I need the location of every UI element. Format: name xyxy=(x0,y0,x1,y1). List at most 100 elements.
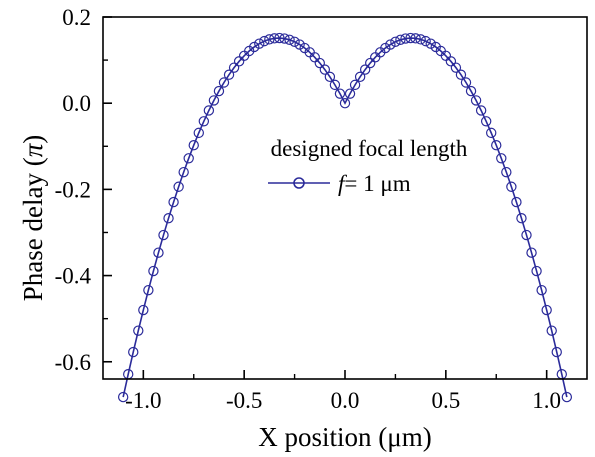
y-tick-label: 0.0 xyxy=(62,91,91,116)
series-point xyxy=(526,247,537,258)
series-point xyxy=(143,284,154,296)
x-tick-label: 0.5 xyxy=(431,388,460,413)
legend-title: designed focal length xyxy=(271,136,468,161)
series-point xyxy=(208,95,220,106)
series-point xyxy=(516,212,527,224)
series-point xyxy=(486,127,497,139)
series-point xyxy=(163,212,174,224)
series-point xyxy=(501,166,512,178)
series-point xyxy=(349,79,361,91)
x-tick-label: 1.0 xyxy=(532,388,561,413)
series-point xyxy=(465,85,477,97)
series-group xyxy=(117,32,573,403)
legend-entry-text: = 1 μm xyxy=(344,171,410,196)
series-point xyxy=(213,85,225,97)
series-point xyxy=(249,41,260,53)
series-point xyxy=(470,95,482,106)
series-point xyxy=(415,34,426,45)
series-point xyxy=(117,391,129,403)
series-point xyxy=(289,36,300,47)
series-point xyxy=(395,34,406,45)
series-point xyxy=(410,33,421,44)
y-tick-label: -0.4 xyxy=(55,264,92,289)
series-point xyxy=(218,77,230,88)
y-tick-label: 0.2 xyxy=(62,5,91,30)
x-tick-label: -1.0 xyxy=(125,388,161,413)
axes xyxy=(102,16,588,380)
x-tick-label: 0.0 xyxy=(331,388,360,413)
series-point xyxy=(506,181,517,192)
series-point xyxy=(546,325,557,336)
series-point xyxy=(193,127,204,139)
y-tick-label: -0.2 xyxy=(55,177,91,202)
y-tick-labels: -0.6 -0.4 -0.2 0.0 0.2 xyxy=(55,5,92,375)
series-point xyxy=(551,346,562,358)
series-point xyxy=(269,33,280,44)
series-point xyxy=(319,64,331,75)
series-point xyxy=(460,77,472,88)
series-point xyxy=(254,38,265,49)
legend-marker xyxy=(293,177,305,189)
series-point xyxy=(324,71,336,83)
series-point xyxy=(491,140,502,151)
series-point xyxy=(138,304,149,316)
series-point xyxy=(158,229,169,241)
y-axis-title: Phase delay (π) xyxy=(18,135,48,301)
series-point xyxy=(536,284,547,296)
series-point xyxy=(561,391,573,403)
series-point xyxy=(359,64,371,75)
series-point xyxy=(339,97,351,109)
series-point xyxy=(203,105,215,116)
series-point xyxy=(314,57,325,69)
series-point xyxy=(133,325,144,336)
series-point xyxy=(450,62,462,73)
series-point xyxy=(274,32,285,44)
series-point xyxy=(400,33,411,44)
series-point xyxy=(475,105,487,116)
series-point xyxy=(511,196,522,208)
series-point xyxy=(496,153,507,164)
series-point xyxy=(354,71,366,83)
series-point xyxy=(329,79,341,91)
series-point xyxy=(480,116,492,127)
series-point xyxy=(531,265,542,277)
series-point xyxy=(541,304,552,316)
series-point xyxy=(344,88,356,99)
series-point xyxy=(128,346,139,358)
series-point xyxy=(425,38,436,49)
series-point xyxy=(455,69,467,80)
series-point xyxy=(183,153,194,164)
legend-entry: f= 1 μm xyxy=(338,171,411,196)
legend-entry-symbol: f xyxy=(338,171,348,196)
series-point xyxy=(405,32,416,44)
series-point xyxy=(153,247,164,258)
series-point xyxy=(279,33,290,44)
series-line xyxy=(122,37,568,398)
y-axis-title-main: Phase delay ( xyxy=(18,157,48,301)
series-point xyxy=(521,229,532,241)
x-axis-title: X position (μm) xyxy=(258,422,431,452)
series-point xyxy=(178,166,189,178)
series-point xyxy=(188,140,199,151)
series-point xyxy=(168,196,179,208)
series-point xyxy=(259,35,270,47)
series-point xyxy=(284,34,295,45)
series-point xyxy=(148,265,159,277)
x-tick-label: -0.5 xyxy=(226,388,262,413)
series-point xyxy=(198,116,210,127)
series-point xyxy=(173,181,184,192)
series-point xyxy=(420,35,431,47)
series-point xyxy=(334,88,346,99)
series-point xyxy=(264,34,275,45)
series-point xyxy=(390,36,401,47)
y-axis-title-symbol: π xyxy=(18,142,48,157)
legend: designed focal length f= 1 μm xyxy=(268,136,468,196)
series-point xyxy=(223,69,235,80)
x-tick-labels: -1.0 -0.5 0.0 0.5 1.0 xyxy=(125,388,561,413)
series-point xyxy=(445,56,457,67)
series-point xyxy=(228,62,240,73)
series-point xyxy=(385,39,396,50)
y-axis-title-close: ) xyxy=(18,135,48,144)
y-tick-label: -0.6 xyxy=(55,350,91,375)
